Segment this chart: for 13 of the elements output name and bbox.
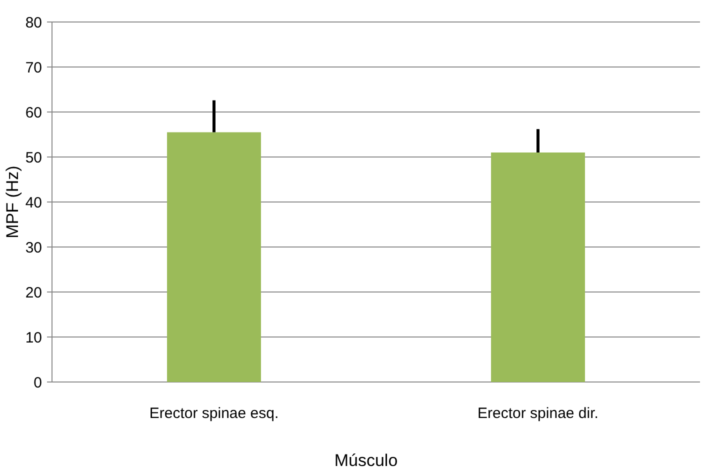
x-axis-title: Músculo: [334, 451, 398, 470]
x-tick-label: Erector spinae dir.: [478, 405, 598, 422]
x-tick-label: Erector spinae esq.: [149, 405, 279, 422]
y-tick-label: 70: [25, 59, 42, 76]
y-tick-label: 10: [25, 329, 42, 346]
y-tick-label: 40: [25, 194, 42, 212]
y-tick-label: 0: [34, 374, 42, 392]
y-axis-title: MPF (Hz): [3, 166, 22, 238]
y-tick-label: 20: [25, 284, 42, 302]
y-tick-label: 30: [25, 239, 42, 256]
y-tick-label: 60: [25, 104, 42, 122]
y-tick-label: 50: [25, 149, 42, 166]
y-tick-label: 80: [25, 14, 42, 32]
